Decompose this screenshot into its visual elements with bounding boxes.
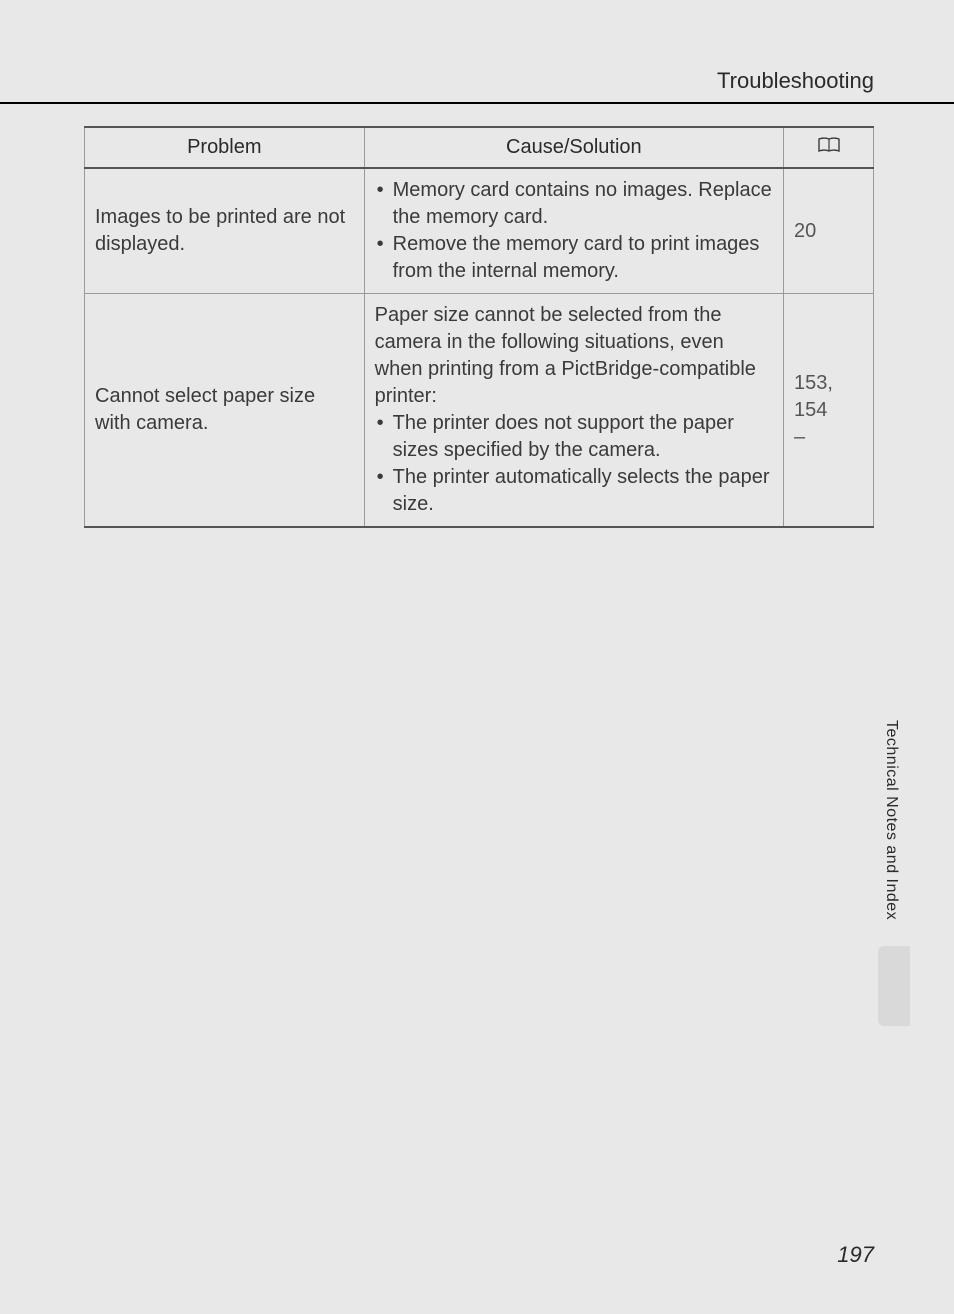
cell-reference: 20 [784,168,874,294]
side-tab [878,946,910,1026]
bullet-item: Remove the memory card to print images f… [375,231,773,285]
table-header-row: Problem Cause/Solution [85,127,874,168]
header-cause: Cause/Solution [364,127,783,168]
table-row: Images to be printed are not displayed. … [85,168,874,294]
cell-problem: Cannot select paper size with camera. [85,294,365,528]
troubleshooting-table: Problem Cause/Solution Images to be [84,126,874,528]
cell-cause: Paper size cannot be selected from the c… [364,294,783,528]
cause-intro: Paper size cannot be selected from the c… [375,302,773,410]
section-title: Troubleshooting [717,68,874,94]
page-number: 197 [837,1242,874,1268]
table-row: Cannot select paper size with camera. Pa… [85,294,874,528]
bullet-item: The printer automatically selects the pa… [375,464,773,518]
book-icon [817,134,841,150]
bullet-item: The printer does not support the paper s… [375,410,773,464]
horizontal-rule [0,102,954,104]
cell-reference: 153, 154 – [784,294,874,528]
side-section-label: Technical Notes and Index [882,720,900,920]
header-reference [784,127,874,168]
header-problem: Problem [85,127,365,168]
bullet-item: Memory card contains no images. Replace … [375,177,773,231]
cell-cause: Memory card contains no images. Replace … [364,168,783,294]
cell-problem: Images to be printed are not displayed. [85,168,365,294]
